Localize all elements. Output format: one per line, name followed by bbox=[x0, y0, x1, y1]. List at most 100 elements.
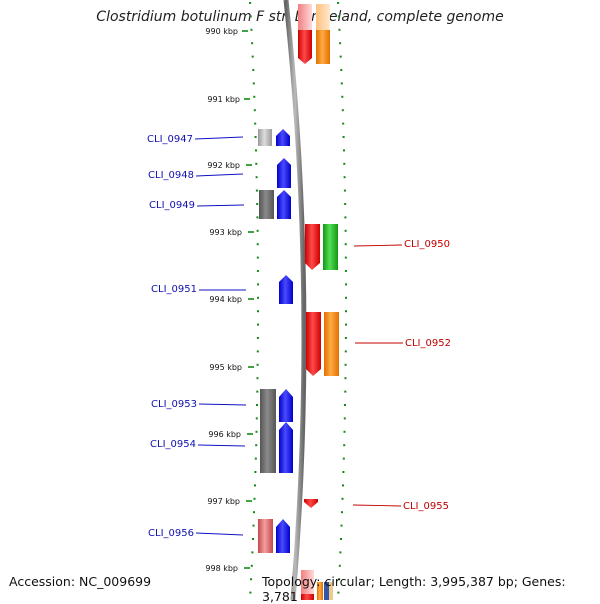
track-tick bbox=[342, 122, 345, 125]
track-tick bbox=[340, 524, 343, 527]
track-tick bbox=[255, 149, 257, 152]
track-tick bbox=[255, 430, 258, 433]
track-tick bbox=[338, 28, 341, 31]
track-tick bbox=[256, 203, 259, 205]
track-tick bbox=[254, 122, 257, 125]
track-tick bbox=[342, 471, 345, 473]
track-tick bbox=[343, 149, 345, 152]
right-tick-track bbox=[337, 2, 347, 594]
track-tick bbox=[337, 15, 340, 18]
track-tick bbox=[344, 377, 347, 380]
track-tick bbox=[337, 2, 340, 4]
track-tick bbox=[344, 243, 347, 246]
track-tick bbox=[257, 283, 259, 286]
track-tick bbox=[343, 444, 346, 447]
kbp-label: 998 kbp bbox=[205, 564, 238, 573]
track-tick bbox=[251, 42, 254, 45]
gene-arrow[interactable] bbox=[279, 275, 293, 304]
track-tick bbox=[345, 283, 347, 286]
track-tick bbox=[342, 484, 344, 487]
track-tick bbox=[341, 95, 344, 98]
track-tick bbox=[342, 136, 345, 138]
track-tick bbox=[345, 296, 347, 299]
track-tick bbox=[343, 189, 346, 192]
gene-arrow[interactable] bbox=[277, 158, 291, 188]
gene-hit-bar bbox=[260, 422, 276, 473]
track-tick bbox=[249, 2, 252, 4]
track-tick bbox=[344, 270, 347, 272]
track-tick bbox=[344, 203, 347, 205]
track-tick bbox=[251, 55, 254, 58]
track-tick bbox=[254, 484, 256, 487]
gene-label-cli-0953[interactable]: CLI_0953 bbox=[151, 399, 197, 410]
gene-arrow[interactable] bbox=[305, 224, 320, 270]
track-tick bbox=[339, 42, 342, 45]
genome-backbone bbox=[283, 0, 307, 600]
track-tick bbox=[256, 243, 259, 246]
track-tick bbox=[337, 591, 340, 594]
gene-arrow[interactable] bbox=[304, 499, 318, 508]
kbp-label: 992 kbp bbox=[207, 161, 240, 170]
gene-hit-bar bbox=[324, 312, 339, 376]
track-tick bbox=[340, 538, 342, 540]
track-tick bbox=[339, 55, 342, 58]
gene-arrow-partial bbox=[301, 594, 314, 600]
track-tick bbox=[255, 176, 258, 179]
track-tick bbox=[256, 350, 259, 353]
track-tick bbox=[250, 28, 253, 31]
track-tick bbox=[340, 82, 343, 85]
track-tick bbox=[344, 390, 347, 393]
track-tick bbox=[344, 256, 347, 259]
track-tick bbox=[344, 229, 347, 232]
track-tick bbox=[344, 363, 347, 366]
track-tick bbox=[255, 444, 258, 447]
track-tick bbox=[345, 323, 347, 326]
gene-hit-bar bbox=[259, 190, 274, 219]
left-tick-track bbox=[249, 2, 259, 594]
gene-arrow[interactable] bbox=[277, 190, 291, 219]
track-tick bbox=[249, 591, 252, 594]
gene-label-cli-0950[interactable]: CLI_0950 bbox=[404, 239, 450, 250]
gene-arrow[interactable] bbox=[279, 422, 293, 473]
track-tick bbox=[343, 417, 346, 420]
gene-hit-bar bbox=[258, 129, 272, 146]
gene-label-cli-0952[interactable]: CLI_0952 bbox=[405, 338, 451, 349]
track-tick bbox=[344, 350, 347, 353]
kbp-label: 995 kbp bbox=[209, 363, 242, 372]
track-tick bbox=[253, 109, 256, 112]
track-tick bbox=[257, 310, 259, 313]
track-tick bbox=[256, 270, 259, 272]
gene-label-cli-0956[interactable]: CLI_0956 bbox=[148, 528, 194, 539]
gene-label-cli-0949[interactable]: CLI_0949 bbox=[149, 200, 195, 211]
track-tick bbox=[256, 377, 259, 380]
gene-leader-lines bbox=[194, 136, 403, 536]
kbp-scale: 990 kbp 991 kbp 992 kbp 993 kbp 994 kbp … bbox=[205, 27, 254, 573]
gene-arrow[interactable] bbox=[306, 312, 321, 376]
track-tick bbox=[252, 69, 255, 71]
kbp-label: 994 kbp bbox=[209, 295, 242, 304]
track-tick bbox=[257, 296, 259, 299]
gene-arrow[interactable] bbox=[279, 389, 293, 422]
track-tick bbox=[256, 390, 259, 393]
gene-label-cli-0955[interactable]: CLI_0955 bbox=[403, 501, 449, 512]
track-tick bbox=[252, 524, 255, 527]
track-tick bbox=[254, 457, 257, 460]
kbp-label: 996 kbp bbox=[208, 430, 241, 439]
track-tick bbox=[254, 136, 257, 138]
gene-label-cli-0948[interactable]: CLI_0948 bbox=[148, 170, 194, 181]
track-tick bbox=[340, 69, 343, 71]
kbp-label: 990 kbp bbox=[205, 27, 238, 36]
gene-arrow-partial bbox=[324, 582, 329, 600]
track-tick bbox=[255, 162, 258, 165]
track-tick bbox=[343, 430, 346, 433]
gene-label-cli-0947[interactable]: CLI_0947 bbox=[147, 134, 193, 145]
gene-arrow[interactable] bbox=[276, 519, 290, 553]
gene-arrow-partial bbox=[301, 570, 314, 600]
accession-label: Accession: NC_009699 bbox=[9, 574, 152, 589]
gene-label-cli-0951[interactable]: CLI_0951 bbox=[151, 284, 197, 295]
gene-arrow[interactable] bbox=[276, 129, 290, 146]
track-tick bbox=[341, 109, 344, 112]
track-tick bbox=[256, 216, 259, 219]
gene-label-cli-0954[interactable]: CLI_0954 bbox=[150, 439, 196, 450]
